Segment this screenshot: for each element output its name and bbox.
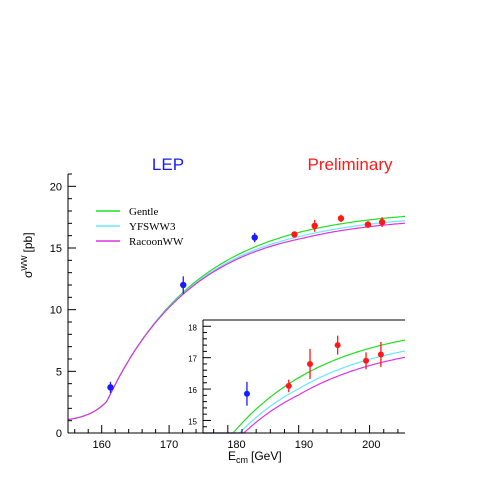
data-marker xyxy=(337,215,345,222)
data-point xyxy=(378,217,386,228)
data-point xyxy=(107,381,114,393)
x-tick-label: 160 xyxy=(93,439,111,451)
legend-label: RacoonWW xyxy=(129,236,184,248)
legend-entry-racoonww: RacoonWW xyxy=(96,236,184,248)
x-tick-label: 200 xyxy=(362,439,380,451)
y-tick-label: 17 xyxy=(188,355,197,364)
y-tick-label: 16 xyxy=(188,386,197,395)
inset-axes xyxy=(202,319,405,434)
y-tick-label: 10 xyxy=(50,305,62,317)
data-point xyxy=(180,276,187,294)
data-marker xyxy=(364,221,372,228)
data-point xyxy=(311,219,318,232)
data-point xyxy=(251,232,258,243)
data-point xyxy=(291,231,298,238)
data-marker xyxy=(363,357,370,364)
data-marker xyxy=(334,342,341,349)
data-marker xyxy=(307,360,314,367)
data-marker xyxy=(377,351,384,358)
data-marker xyxy=(291,231,298,238)
x-axis-label: Ecm [GeV] xyxy=(228,449,282,465)
legend: Gentle YFSWW3 RacoonWW xyxy=(96,206,184,248)
header-lep-label: LEP xyxy=(152,155,184,174)
inset-data-points xyxy=(243,335,384,406)
inset-tick-labels: 15 16 17 18 xyxy=(188,323,197,426)
legend-entry-gentle: Gentle xyxy=(96,206,158,218)
data-point xyxy=(364,221,372,228)
data-marker xyxy=(180,281,187,289)
curve-racoonww xyxy=(67,222,406,421)
data-marker xyxy=(285,382,292,389)
data-point xyxy=(243,381,250,406)
legend-label: YFSWW3 xyxy=(129,221,176,233)
main-plot-area: 0 5 10 15 20 160 170 180 190 200 xyxy=(50,173,406,451)
y-tick-label: 18 xyxy=(188,323,197,332)
data-point xyxy=(334,335,341,355)
main-tick-labels: 0 5 10 15 20 160 170 180 190 200 xyxy=(50,181,381,451)
legend-entry-yfsww3: YFSWW3 xyxy=(96,221,176,233)
data-point xyxy=(377,341,384,368)
data-marker xyxy=(378,218,386,226)
inset-plot: 15 16 17 18 xyxy=(188,319,406,434)
data-point xyxy=(285,379,292,393)
y-tick-label: 0 xyxy=(56,428,62,440)
data-marker xyxy=(311,222,318,229)
y-tick-label: 5 xyxy=(56,366,62,378)
data-point xyxy=(337,214,345,223)
data-point xyxy=(307,348,314,380)
y-tick-label: 15 xyxy=(188,417,197,426)
main-data-points xyxy=(107,214,386,393)
main-theory-curves xyxy=(67,215,406,421)
y-tick-label: 20 xyxy=(50,181,62,193)
data-marker xyxy=(107,384,114,391)
data-marker xyxy=(243,390,250,397)
x-tick-label: 180 xyxy=(227,439,245,451)
header-preliminary-label: Preliminary xyxy=(307,155,393,174)
curve-gentle xyxy=(203,339,406,434)
y-tick-label: 15 xyxy=(50,243,62,255)
data-marker xyxy=(251,234,258,241)
data-point xyxy=(363,352,370,370)
y-axis-label: σWW[pb] xyxy=(20,232,35,278)
x-tick-label: 190 xyxy=(295,439,313,451)
x-tick-label: 170 xyxy=(160,439,178,451)
legend-label: Gentle xyxy=(129,206,158,218)
